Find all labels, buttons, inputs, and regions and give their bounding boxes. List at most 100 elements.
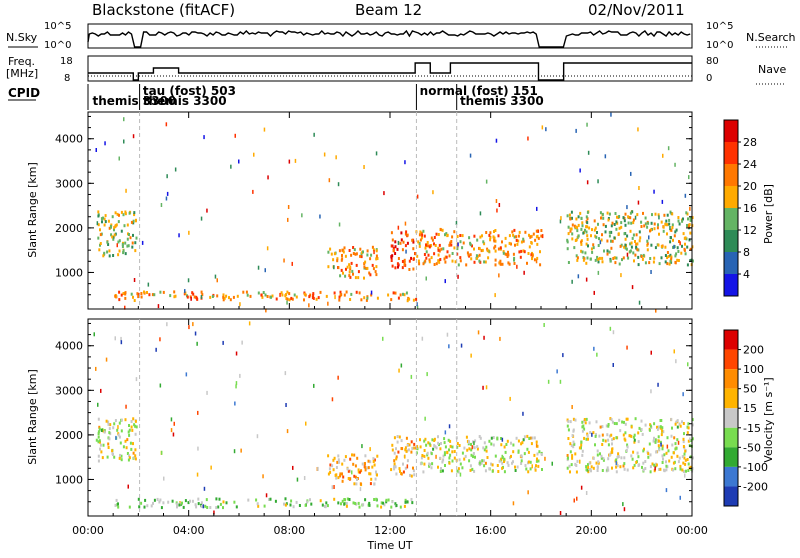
gate-cell xyxy=(423,234,426,238)
freq-panel-frame xyxy=(87,55,693,82)
noise-cell xyxy=(188,230,190,235)
noise-cell xyxy=(684,193,687,198)
gate-cell xyxy=(581,449,584,453)
gate-cell xyxy=(401,266,404,270)
noise-cell xyxy=(657,382,659,387)
gate-cell xyxy=(233,500,236,504)
gate-cell xyxy=(120,454,123,458)
gate-cell xyxy=(465,263,468,267)
noise-cell xyxy=(498,203,501,207)
gate-cell xyxy=(402,462,404,466)
gate-cell xyxy=(117,240,120,244)
gate-cell xyxy=(103,251,106,255)
noise-cell xyxy=(284,371,287,376)
gate-cell xyxy=(684,462,687,466)
gate-cell xyxy=(517,450,520,454)
gate-cell xyxy=(135,425,138,429)
gate-cell xyxy=(596,255,599,259)
gate-cell xyxy=(181,501,183,505)
gate-cell xyxy=(576,258,579,262)
gate-cell xyxy=(306,500,309,504)
gate-cell xyxy=(98,248,101,252)
gate-cell xyxy=(641,432,644,436)
gate-cell xyxy=(128,505,131,509)
gate-cell xyxy=(527,460,530,464)
gate-cell xyxy=(349,275,352,279)
gate-cell xyxy=(411,446,414,450)
gate-cell xyxy=(440,247,443,251)
time-axis-label: Time UT xyxy=(366,539,412,552)
gate-cell xyxy=(292,505,295,509)
gate-cell xyxy=(433,242,435,246)
gate-cell xyxy=(686,425,689,429)
gate-cell xyxy=(583,436,586,440)
gate-cell xyxy=(383,503,386,507)
gate-cell xyxy=(335,466,338,469)
gate-cell xyxy=(375,249,378,253)
gate-cell xyxy=(391,238,394,242)
colorbar-segment xyxy=(724,369,738,389)
gate-cell xyxy=(397,450,400,454)
gate-cell xyxy=(617,452,620,456)
gate-cell xyxy=(420,456,423,460)
noise-cell xyxy=(213,510,215,515)
noise-cell xyxy=(575,128,577,133)
gate-cell xyxy=(476,238,479,242)
nsearch-tick-top: 10^5 xyxy=(706,21,733,32)
gate-cell xyxy=(364,498,367,502)
gate-cell xyxy=(480,461,483,465)
gate-cell xyxy=(437,259,440,263)
noise-cell xyxy=(541,234,544,239)
gate-cell xyxy=(443,437,446,441)
gate-cell xyxy=(493,236,496,240)
gate-cell xyxy=(624,243,627,247)
gate-cell xyxy=(113,226,116,230)
noise-cell xyxy=(523,270,525,275)
gate-cell xyxy=(336,460,339,464)
gate-cell xyxy=(453,246,456,250)
noise-cell xyxy=(397,240,400,245)
gate-cell xyxy=(340,502,342,506)
gate-cell xyxy=(365,298,368,302)
gate-cell xyxy=(438,260,441,264)
gate-cell xyxy=(608,234,611,238)
gate-cell xyxy=(369,273,372,277)
noise-cell xyxy=(262,474,264,479)
gate-cell xyxy=(235,505,238,509)
noise-cell xyxy=(264,268,266,273)
gate-cell xyxy=(640,428,643,431)
gate-cell xyxy=(630,425,633,429)
gate-cell xyxy=(148,293,151,297)
gate-cell xyxy=(118,239,121,243)
gate-cell xyxy=(503,457,506,461)
gate-cell xyxy=(434,445,437,449)
noise-cell xyxy=(424,416,426,421)
gate-cell xyxy=(133,299,136,302)
gate-cell xyxy=(606,252,609,256)
noise-cell xyxy=(477,330,480,335)
noise-cell xyxy=(485,179,488,184)
gate-cell xyxy=(337,501,340,505)
noise-cell xyxy=(579,168,581,173)
gate-cell xyxy=(575,470,578,474)
noise-cell xyxy=(319,214,321,219)
velocity-colorbar-label: Velocity [m s⁻¹] xyxy=(762,377,775,462)
gate-cell xyxy=(394,291,397,295)
gate-cell xyxy=(689,231,692,235)
gate-cell xyxy=(397,265,399,269)
gate-cell xyxy=(586,221,589,225)
noise-cell xyxy=(679,495,681,500)
gate-cell xyxy=(659,467,662,471)
gate-cell xyxy=(403,261,406,264)
gate-cell xyxy=(677,250,680,253)
gate-cell xyxy=(581,221,584,225)
gate-cell xyxy=(680,251,683,255)
gate-cell xyxy=(573,442,576,446)
gate-cell xyxy=(394,252,397,255)
gate-cell xyxy=(647,452,650,456)
gate-cell xyxy=(644,222,647,226)
noise-cell xyxy=(124,305,126,310)
gate-cell xyxy=(396,435,399,438)
gate-cell xyxy=(380,501,383,505)
gate-cell xyxy=(350,253,353,257)
